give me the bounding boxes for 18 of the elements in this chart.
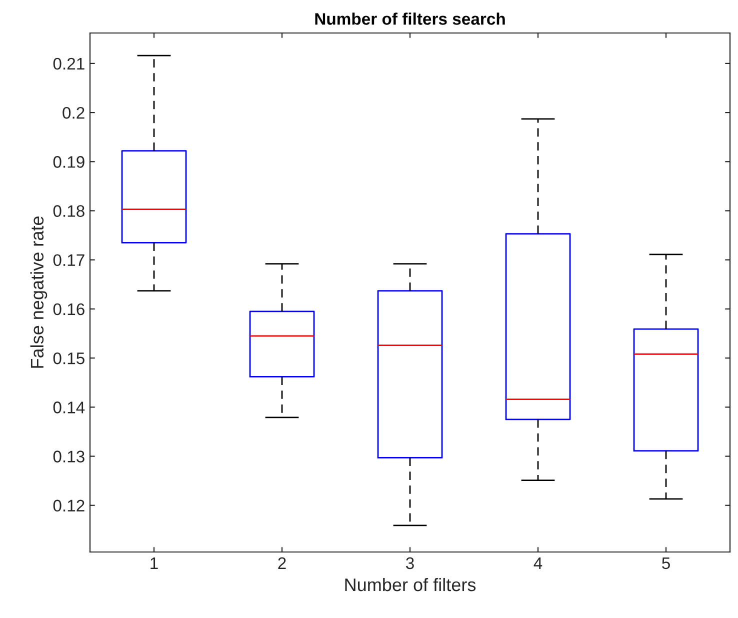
y-tick-label: 0.14 (53, 402, 85, 414)
x-tick-label: 3 (406, 557, 414, 570)
y-tick-label: 0.13 (53, 450, 84, 462)
x-tick-label: 5 (662, 557, 670, 570)
x-tick-label: 2 (278, 557, 286, 569)
y-axis-title: False negative rate (30, 216, 48, 368)
chart-title: Number of filters search (315, 12, 505, 25)
x-tick-label: 1 (150, 557, 158, 569)
y-tick-label: 0.2 (62, 106, 84, 119)
x-axis-title: Number of filters (345, 578, 476, 592)
y-tick-label: 0.16 (53, 303, 84, 316)
y-tick-label: 0.18 (53, 205, 84, 217)
y-tick-label: 0.19 (53, 156, 84, 168)
y-tick-label: 0.15 (53, 352, 84, 364)
y-tick-label: 0.21 (53, 58, 84, 70)
y-tick-label: 0.17 (53, 254, 84, 266)
x-tick-label: 4 (534, 557, 542, 569)
y-tick-label: 0.12 (53, 500, 84, 512)
